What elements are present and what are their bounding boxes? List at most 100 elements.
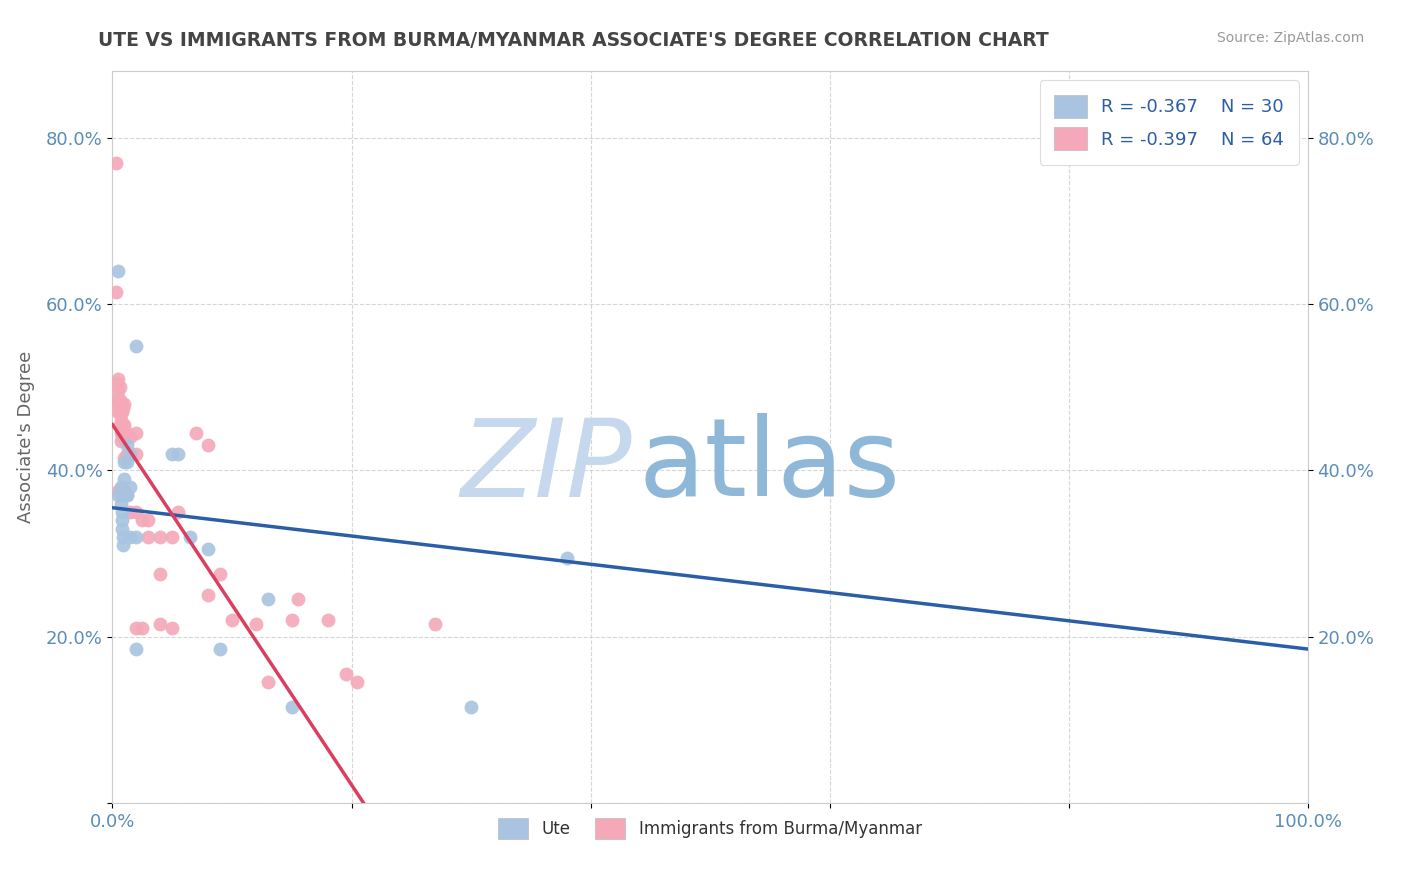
Point [555,550,578,565]
Point [114,455,135,469]
Point [110,480,132,494]
Point [115,488,138,502]
Point [209,567,232,582]
Point [257,675,280,690]
Point [105,155,128,169]
Point [197,542,219,557]
Point [460,700,482,714]
Point [167,505,190,519]
Point [108,417,131,432]
Text: atlas: atlas [638,413,900,519]
Point [108,405,131,419]
Point [107,488,129,502]
Point [125,505,148,519]
Point [149,617,172,632]
Point [120,447,142,461]
Point [115,438,138,452]
Point [162,621,183,635]
Point [114,484,135,499]
Point [115,447,138,461]
Point [111,430,134,444]
Text: Source: ZipAtlas.com: Source: ZipAtlas.com [1216,31,1364,45]
Point [110,497,132,511]
Point [112,401,135,415]
Point [111,521,134,535]
Point [110,425,132,440]
Point [115,425,138,440]
Point [120,530,142,544]
Point [281,700,304,714]
Point [112,530,135,544]
Point [107,405,129,419]
Point [115,455,138,469]
Point [111,422,134,436]
Point [245,617,267,632]
Point [115,488,138,502]
Point [138,513,160,527]
Point [197,588,219,602]
Point [105,392,128,407]
Point [179,530,201,544]
Point [287,592,309,607]
Point [108,484,131,499]
Point [125,425,148,440]
Text: ZIP: ZIP [461,414,633,519]
Point [125,530,148,544]
Point [108,380,131,394]
Point [209,642,232,657]
Point [105,376,128,390]
Point [111,513,134,527]
Point [186,425,208,440]
Point [107,397,129,411]
Point [110,413,132,427]
Point [138,530,160,544]
Point [107,372,129,386]
Point [125,447,148,461]
Point [112,430,135,444]
Point [425,617,447,632]
Point [112,538,135,552]
Point [110,397,132,411]
Point [114,417,135,432]
Point [149,530,172,544]
Point [346,675,368,690]
Point [335,667,357,681]
Point [221,613,243,627]
Point [114,472,135,486]
Point [114,430,135,444]
Point [114,488,135,502]
Legend: Ute, Immigrants from Burma/Myanmar: Ute, Immigrants from Burma/Myanmar [492,811,928,846]
Point [112,417,135,432]
Point [167,447,190,461]
Point [281,613,304,627]
Point [197,438,219,452]
Point [107,264,129,278]
Point [125,621,148,635]
Point [162,530,183,544]
Point [120,480,142,494]
Point [108,392,131,407]
Point [125,642,148,657]
Point [111,505,134,519]
Point [110,488,132,502]
Point [105,285,128,299]
Point [131,621,153,635]
Point [125,338,148,352]
Point [111,405,134,419]
Point [120,447,142,461]
Point [107,384,129,399]
Point [114,397,135,411]
Point [162,447,183,461]
Y-axis label: Associate's Degree: Associate's Degree [17,351,35,524]
Point [120,505,142,519]
Point [107,484,129,499]
Point [131,513,153,527]
Point [110,434,132,449]
Point [120,430,142,444]
Point [257,592,280,607]
Point [149,567,172,582]
Text: UTE VS IMMIGRANTS FROM BURMA/MYANMAR ASSOCIATE'S DEGREE CORRELATION CHART: UTE VS IMMIGRANTS FROM BURMA/MYANMAR ASS… [98,31,1049,50]
Point [114,450,135,465]
Point [111,488,134,502]
Point [316,613,339,627]
